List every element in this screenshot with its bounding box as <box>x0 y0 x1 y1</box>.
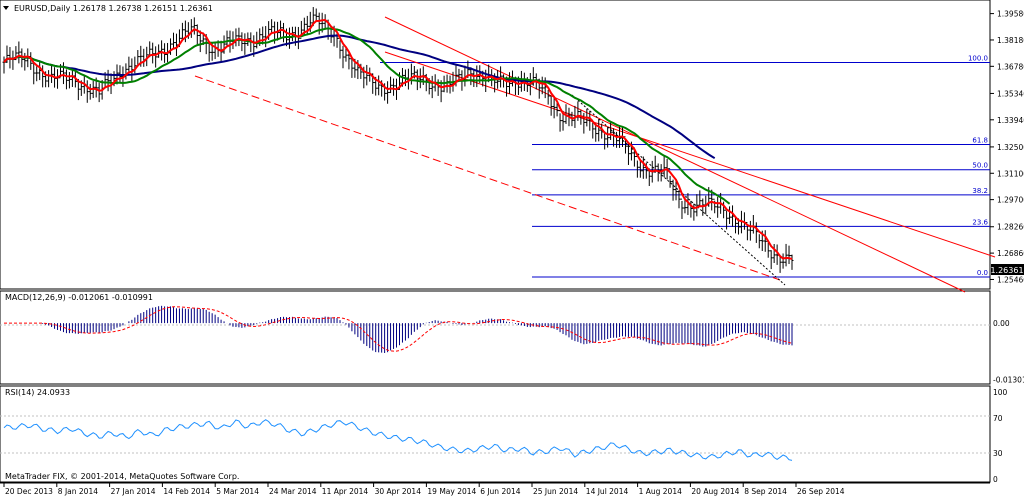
fib-level-label: 38.2 <box>972 187 988 195</box>
last-price-background <box>991 264 1024 275</box>
price-tick-label: 1.25460 <box>997 275 1024 284</box>
price-axis-ticks: 1.39580 1.38180 1.36780 1.35340 1.33940 1.325… <box>990 10 1024 284</box>
price-tick-label: 1.35340 <box>997 89 1024 98</box>
time-axis-ticks: 20 Dec 2013 8 Jan 2014 27 Jan 2014 14 Feb 2… <box>3 483 845 496</box>
channel-mid-line[interactable] <box>384 51 996 258</box>
time-tick-label: 14 Jul 2014 <box>586 487 629 496</box>
fib-level-label: 50.0 <box>972 162 988 170</box>
rsi-axis-ticks: 100 70 30 0 <box>993 388 1008 484</box>
fib-level-label: 0.0 <box>977 269 988 277</box>
macd-header: MACD(12,26,9) -0.012061 -0.010991 <box>5 293 153 302</box>
channel-dashed-line[interactable] <box>194 75 781 281</box>
copyright-text: MetaTrader FIX, © 2001-2014, MetaQuotes … <box>5 472 239 481</box>
price-tick-label: 1.28260 <box>997 223 1024 232</box>
time-tick-label: 19 May 2014 <box>427 487 476 496</box>
time-tick-label: 26 Sep 2014 <box>797 487 845 496</box>
price-tick-label: 1.33940 <box>997 116 1024 125</box>
price-tick-label: 1.39580 <box>997 10 1024 19</box>
price-tick-label: 1.26860 <box>997 249 1024 258</box>
price-tick-label: 1.38180 <box>997 36 1024 45</box>
price-tick-label: 1.29700 <box>997 196 1024 205</box>
price-tick-label: 1.31100 <box>997 169 1024 178</box>
rsi-tick-label: 0 <box>993 475 998 484</box>
symbol-header: EURUSD,Daily 1.26178 1.26738 1.26151 1.2… <box>14 4 213 13</box>
moving-average-fast <box>3 18 793 261</box>
header-dropdown-icon[interactable] <box>3 6 9 10</box>
price-tick-label: 1.36780 <box>997 62 1024 71</box>
price-tick-label: 1.32500 <box>997 143 1024 152</box>
rsi-tick-label: 100 <box>993 388 1008 397</box>
macd-panel-frame <box>0 290 991 385</box>
rsi-tick-label: 70 <box>993 414 1003 423</box>
last-price-marker: 1.26361 <box>990 264 1024 275</box>
dotted-trendline[interactable] <box>571 94 786 286</box>
time-tick-label: 14 Feb 2014 <box>163 487 210 496</box>
time-tick-label: 8 Jan 2014 <box>58 487 98 496</box>
time-tick-label: 25 Jun 2014 <box>533 487 578 496</box>
time-tick-label: 24 Mar 2014 <box>269 487 317 496</box>
macd-signal-line <box>4 306 793 352</box>
time-tick-label: 6 Jun 2014 <box>480 487 521 496</box>
fib-level-label: 23.6 <box>972 218 988 226</box>
fibonacci-levels: 100.0 61.8 50.0 38.2 23.6 0.0 <box>380 55 990 278</box>
macd-histogram <box>39 305 793 354</box>
time-tick-label: 20 Aug 2014 <box>691 487 739 496</box>
rsi-header: RSI(14) 24.0933 <box>5 388 70 397</box>
moving-average-mid <box>3 27 731 205</box>
time-tick-label: 11 Apr 2014 <box>322 487 369 496</box>
trend-channel-lines[interactable] <box>194 16 996 293</box>
fib-level-label: 100.0 <box>968 55 988 63</box>
rsi-tick-label: 30 <box>993 449 1003 458</box>
time-tick-label: 20 Dec 2013 <box>5 487 53 496</box>
macd-tick-label: 0.00 <box>993 319 1010 328</box>
macd-tick-label: -0.013018 <box>993 375 1024 384</box>
channel-upper-line[interactable] <box>384 16 966 293</box>
rsi-panel-frame <box>0 385 991 483</box>
time-tick-label: 5 Mar 2014 <box>216 487 259 496</box>
time-tick-label: 27 Jan 2014 <box>111 487 156 496</box>
time-tick-label: 30 Apr 2014 <box>375 487 422 496</box>
last-price-label: 1.26361 <box>990 266 1023 275</box>
macd-axis-ticks: 0.00 -0.013018 <box>993 319 1024 384</box>
rsi-line <box>3 419 793 461</box>
time-tick-label: 8 Sep 2014 <box>744 487 787 496</box>
time-tick-label: 1 Aug 2014 <box>639 487 682 496</box>
fib-level-label: 61.8 <box>972 136 988 144</box>
